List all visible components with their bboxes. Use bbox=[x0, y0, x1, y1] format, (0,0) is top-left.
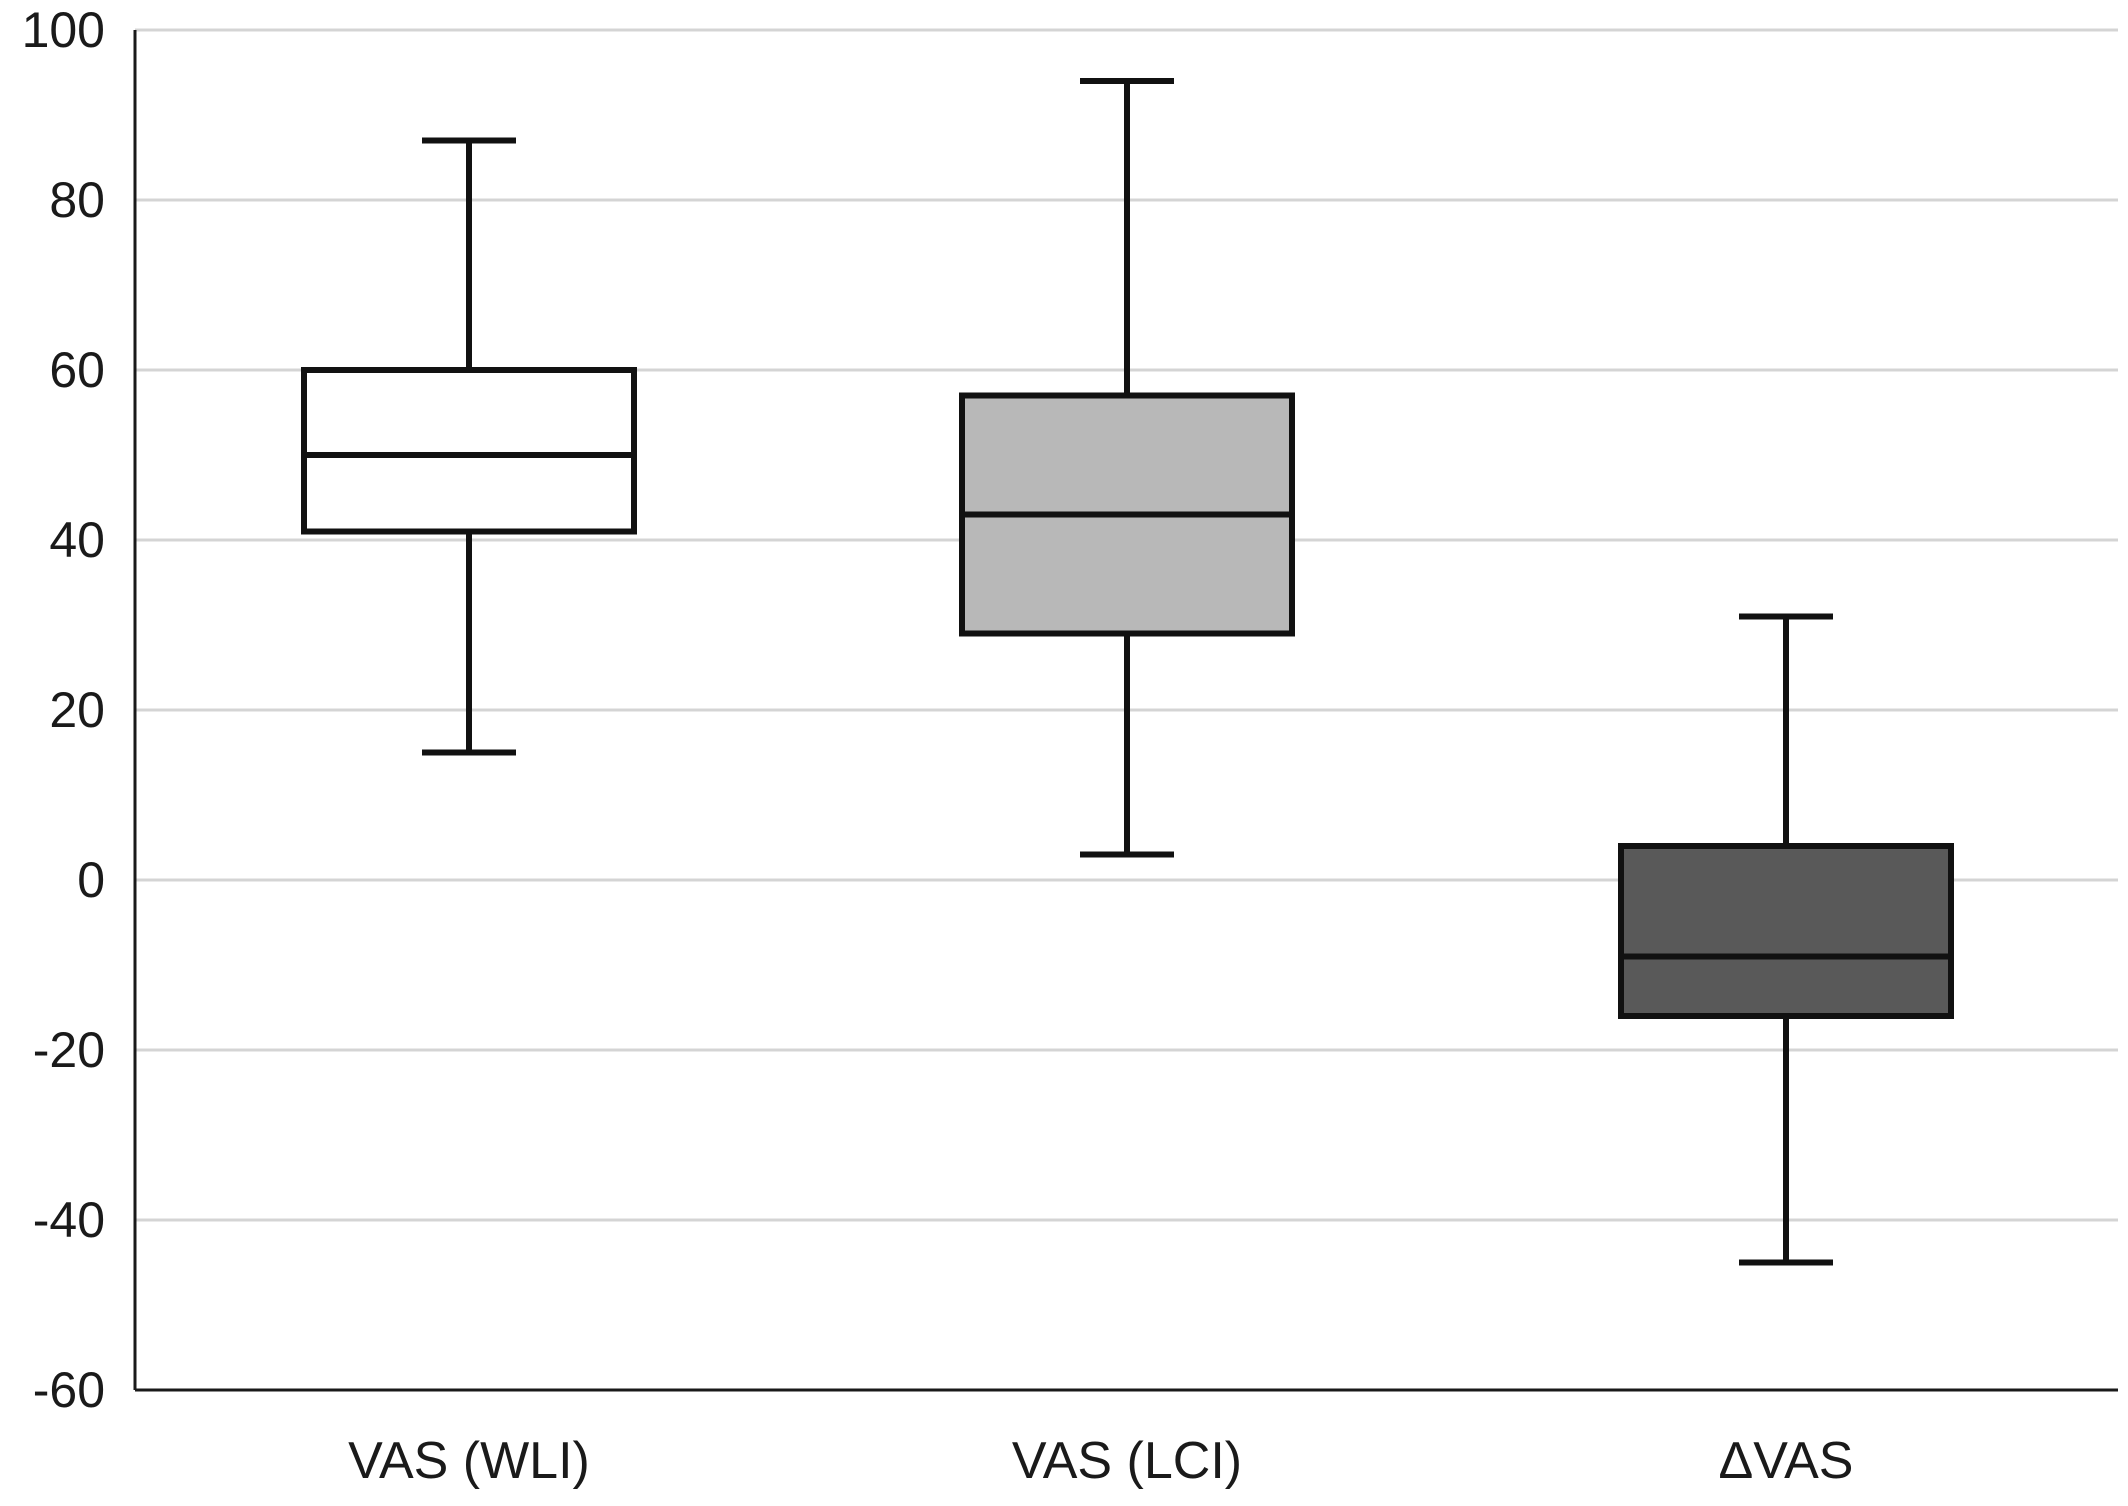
y-tick-label: -20 bbox=[33, 1022, 105, 1078]
x-category-label-delta: ΔVAS bbox=[1719, 1432, 1854, 1490]
category-labels: VAS (WLI) VAS (LCI) ΔVAS bbox=[348, 1432, 1853, 1490]
iqr-box bbox=[301, 367, 637, 535]
iqr-box bbox=[1618, 843, 1954, 1019]
x-category-label-wli: VAS (WLI) bbox=[348, 1432, 590, 1490]
x-category-label-lci: VAS (LCI) bbox=[1012, 1432, 1242, 1490]
axes bbox=[133, 30, 2118, 1392]
box-series bbox=[301, 78, 1954, 1266]
y-tick-label: 60 bbox=[49, 342, 105, 398]
box-lci bbox=[959, 78, 1295, 858]
y-tick-label: 0 bbox=[77, 852, 105, 908]
y-tick-label: 80 bbox=[49, 172, 105, 228]
y-tick-label: -60 bbox=[33, 1362, 105, 1418]
y-tick-label: -40 bbox=[33, 1192, 105, 1248]
y-tick-label: 20 bbox=[49, 682, 105, 738]
box-delta bbox=[1618, 613, 1954, 1266]
y-tick-labels: 100 80 60 40 20 0 -20 -40 -60 bbox=[22, 2, 105, 1418]
box-wli bbox=[301, 137, 637, 756]
y-tick-label: 40 bbox=[49, 512, 105, 568]
y-tick-label: 100 bbox=[22, 2, 105, 58]
